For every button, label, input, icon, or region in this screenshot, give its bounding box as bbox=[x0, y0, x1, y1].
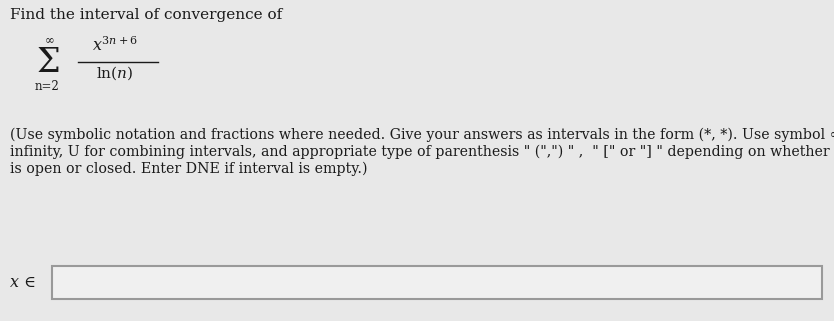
Text: $\ln(n)$: $\ln(n)$ bbox=[97, 64, 133, 82]
FancyBboxPatch shape bbox=[52, 266, 822, 299]
Text: is open or closed. Enter DNE if interval is empty.): is open or closed. Enter DNE if interval… bbox=[10, 162, 368, 177]
Text: Σ: Σ bbox=[36, 47, 60, 79]
Text: x ∈: x ∈ bbox=[10, 274, 36, 291]
Text: ∞: ∞ bbox=[45, 34, 55, 47]
Text: $x^{3n+6}$: $x^{3n+6}$ bbox=[92, 35, 138, 54]
Text: (Use symbolic notation and fractions where needed. Give your answers as interval: (Use symbolic notation and fractions whe… bbox=[10, 128, 834, 143]
Text: Find the interval of convergence of: Find the interval of convergence of bbox=[10, 8, 282, 22]
Text: infinity, U for combining intervals, and appropriate type of parenthesis " (","): infinity, U for combining intervals, and… bbox=[10, 145, 834, 160]
Text: n=2: n=2 bbox=[35, 80, 59, 93]
